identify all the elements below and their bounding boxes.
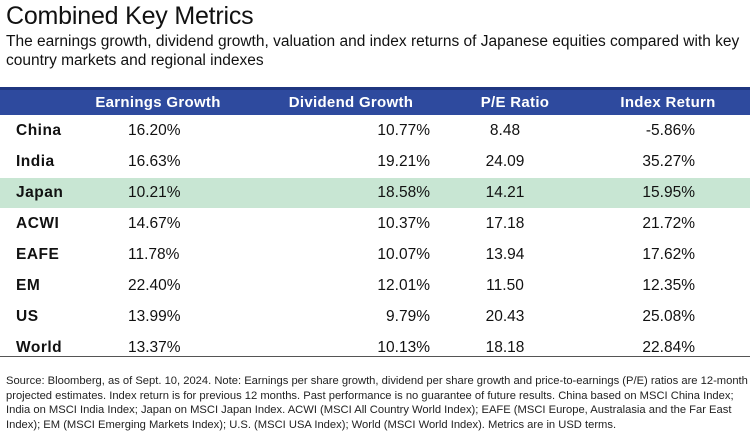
table-row-china: China 16.20% 10.77% 8.48 -5.86% [0,116,750,146]
metrics-table: Earnings Growth Dividend Growth P/E Rati… [0,87,750,363]
earnings-cell: 22.40% [128,277,181,294]
row-name: Japan [16,184,64,201]
return-cell: 12.35% [642,277,695,294]
header-dividend-growth: Dividend Growth [288,94,414,111]
row-name: India [16,153,55,170]
return-cell: 21.72% [642,215,695,232]
return-cell: -5.86% [645,122,695,139]
return-cell: 17.62% [642,246,695,263]
return-cell: 25.08% [642,308,695,325]
dividend-cell: 9.79% [386,308,430,325]
row-name: EM [16,277,41,294]
return-cell: 22.84% [642,339,695,356]
return-cell: 35.27% [642,153,695,170]
table-row-world: World 13.37% 10.13% 18.18 22.84% [0,333,750,363]
table-row-em: EM 22.40% 12.01% 11.50 12.35% [0,271,750,301]
source-note: Source: Bloomberg, as of Sept. 10, 2024.… [6,375,748,431]
earnings-cell: 14.67% [128,215,181,232]
row-name: EAFE [16,246,60,263]
dividend-cell: 19.21% [377,153,430,170]
dividend-cell: 10.37% [377,215,430,232]
table-row-eafe: EAFE 11.78% 10.07% 13.94 17.62% [0,240,750,270]
header-earnings-growth: Earnings Growth [95,94,221,111]
dividend-cell: 10.77% [377,122,430,139]
earnings-cell: 16.20% [128,122,181,139]
dividend-cell: 10.13% [377,339,430,356]
row-name: US [16,308,39,325]
table-row-japan: Japan 10.21% 18.58% 14.21 15.95% [0,178,750,208]
table-bottom-divider [0,356,750,357]
earnings-cell: 13.37% [128,339,181,356]
pe-cell: 18.18 [485,339,525,356]
row-name: World [16,339,63,356]
earnings-cell: 16.63% [128,153,181,170]
pe-cell: 13.94 [485,246,525,263]
header-pe-ratio: P/E Ratio [480,94,550,111]
earnings-cell: 11.78% [128,246,180,263]
dividend-cell: 18.58% [377,184,430,201]
pe-cell: 17.18 [485,215,525,232]
pe-cell: 14.21 [485,184,525,201]
table-row-us: US 13.99% 9.79% 20.43 25.08% [0,302,750,332]
earnings-cell: 10.21% [128,184,181,201]
return-cell: 15.95% [642,184,695,201]
dividend-cell: 12.01% [377,277,430,294]
row-name: ACWI [16,215,60,232]
table-header: Earnings Growth Dividend Growth P/E Rati… [0,87,750,115]
pe-cell: 24.09 [485,153,525,170]
pe-cell: 8.48 [489,122,521,139]
row-name: China [16,122,62,139]
table-row-acwi: ACWI 14.67% 10.37% 17.18 21.72% [0,209,750,239]
pe-cell: 20.43 [485,308,525,325]
dividend-cell: 10.07% [377,246,430,263]
pe-cell: 11.50 [486,277,524,294]
table-row-india: India 16.63% 19.21% 24.09 35.27% [0,147,750,177]
page-subtitle: The earnings growth, dividend growth, va… [6,33,740,69]
page-title: Combined Key Metrics [6,2,254,30]
header-index-return: Index Return [620,94,716,111]
earnings-cell: 13.99% [128,308,181,325]
